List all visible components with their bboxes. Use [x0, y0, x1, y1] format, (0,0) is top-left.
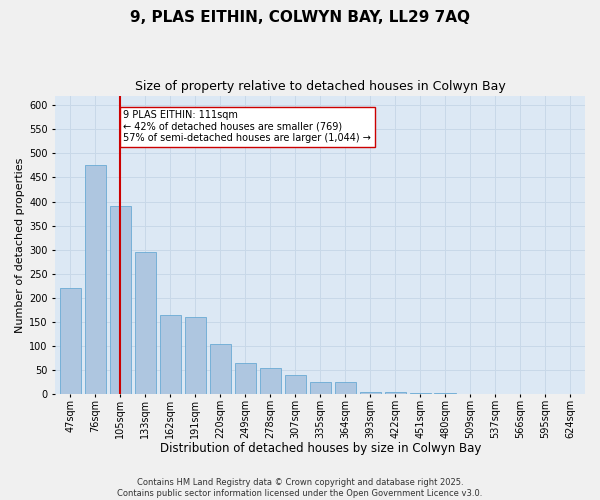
Text: Contains HM Land Registry data © Crown copyright and database right 2025.
Contai: Contains HM Land Registry data © Crown c… [118, 478, 482, 498]
Bar [385, 392, 406, 394]
Bar [235, 363, 256, 394]
Bar [85, 166, 106, 394]
Bar [160, 315, 181, 394]
Text: 9 PLAS EITHIN: 111sqm
← 42% of detached houses are smaller (769)
57% of semi-det: 9 PLAS EITHIN: 111sqm ← 42% of detached … [124, 110, 371, 143]
Bar [135, 252, 156, 394]
Bar [185, 317, 206, 394]
Bar [284, 375, 306, 394]
X-axis label: Distribution of detached houses by size in Colwyn Bay: Distribution of detached houses by size … [160, 442, 481, 455]
Bar [60, 288, 81, 395]
Text: 9, PLAS EITHIN, COLWYN BAY, LL29 7AQ: 9, PLAS EITHIN, COLWYN BAY, LL29 7AQ [130, 10, 470, 25]
Bar [260, 368, 281, 394]
Title: Size of property relative to detached houses in Colwyn Bay: Size of property relative to detached ho… [135, 80, 506, 93]
Bar [310, 382, 331, 394]
Bar [335, 382, 356, 394]
Bar [110, 206, 131, 394]
Bar [359, 392, 381, 394]
Bar [209, 344, 231, 394]
Y-axis label: Number of detached properties: Number of detached properties [15, 157, 25, 332]
